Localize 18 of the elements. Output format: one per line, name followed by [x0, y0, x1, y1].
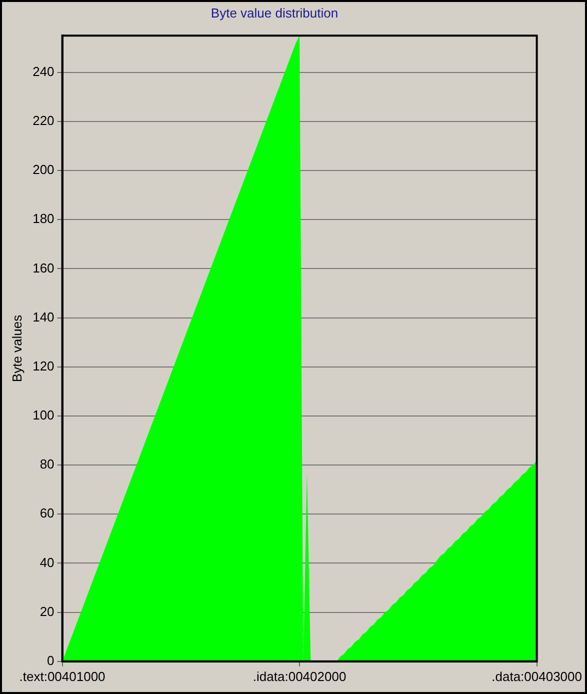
y-tick-label: 40: [40, 554, 54, 570]
y-axis-title: Byte values: [9, 314, 24, 382]
y-tick-label: 160: [32, 260, 54, 276]
x-tick-label: .idata:00402000: [252, 668, 346, 684]
y-tick-label: 100: [32, 408, 54, 423]
y-tick-label: 0: [47, 652, 54, 668]
chart-title: Byte value distribution: [210, 5, 338, 20]
y-tick-label: 240: [32, 64, 54, 79]
y-tick-label: 220: [32, 113, 54, 128]
y-tick-label: 120: [32, 358, 54, 374]
y-tick-label: 180: [32, 211, 54, 226]
y-tick-label: 20: [40, 604, 54, 619]
y-tick-label: 140: [32, 309, 54, 324]
y-tick-label: 200: [32, 162, 54, 178]
x-tick-label: .data:00403000: [492, 668, 582, 684]
y-tick-label: 60: [40, 506, 54, 521]
y-tick-label: 80: [40, 456, 54, 472]
x-tick-label: .text:00401000: [19, 668, 106, 684]
